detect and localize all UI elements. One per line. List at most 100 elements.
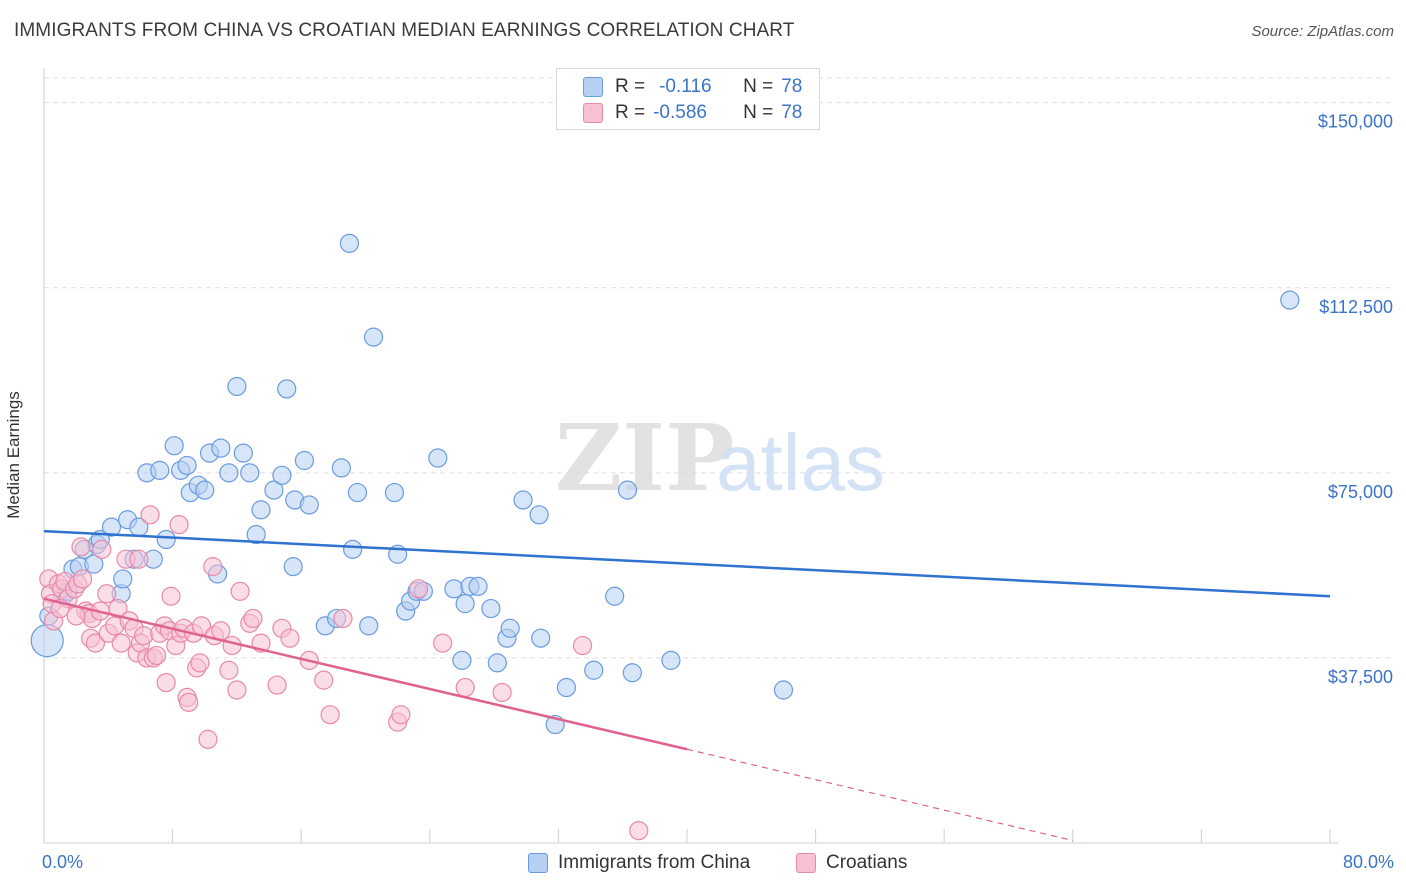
y-tick-label: $112,500 — [1319, 297, 1393, 317]
china-point — [481, 598, 501, 619]
china-point — [455, 594, 475, 614]
china-point — [156, 529, 176, 550]
r-value: -0.116 — [659, 76, 712, 97]
source-note: Source: ZipAtlas.com — [1251, 23, 1394, 40]
trend-lines — [43, 529, 1331, 842]
croatian-point — [267, 675, 287, 695]
croatian-point — [97, 584, 117, 604]
china-point — [251, 500, 271, 520]
croatian-trend-extension — [686, 748, 1073, 842]
y-tick-label: $37,500 — [1328, 667, 1393, 687]
croatian-point — [161, 586, 181, 606]
china-point — [661, 650, 681, 670]
china-point — [277, 379, 297, 399]
croatian-point — [492, 682, 512, 703]
croatian-point — [198, 729, 218, 749]
r-value: -0.586 — [653, 102, 707, 123]
croatian-point — [227, 680, 247, 700]
croatian-point — [391, 705, 411, 725]
croatian-point — [280, 628, 300, 648]
china-point — [468, 576, 488, 596]
legend-item-croatian: Croatians — [796, 852, 907, 874]
china-point — [444, 579, 464, 599]
china-swatch — [583, 77, 603, 97]
watermark-atlas: atlas — [716, 418, 885, 507]
china-point — [294, 450, 315, 471]
china-point — [211, 438, 231, 458]
china-point — [195, 480, 215, 500]
china-point — [359, 616, 379, 636]
stats-legend: R = -0.116 N = 78 R = -0.586 N = 78 — [556, 68, 820, 130]
croatian-point — [85, 633, 106, 653]
croatian-point — [92, 539, 112, 559]
china-point — [30, 624, 64, 658]
n-label: N = — [743, 102, 774, 123]
china-point — [219, 463, 239, 483]
legend-label-china: Immigrants from China — [558, 852, 751, 873]
legend-row-china: R = -0.116 N = 78 — [583, 75, 802, 99]
china-point — [487, 653, 507, 673]
croatian-point — [572, 635, 593, 656]
china-point — [347, 482, 368, 503]
croatian-point — [66, 606, 86, 626]
croatian-point — [433, 633, 453, 653]
y-tick-label: $150,000 — [1318, 112, 1393, 132]
croatian-point — [219, 660, 239, 680]
china-point — [177, 455, 197, 476]
china-point — [1280, 290, 1300, 310]
r-label: R = — [615, 76, 646, 97]
croatian-point — [179, 692, 199, 712]
croatian-point — [408, 579, 429, 599]
series-china-points — [30, 233, 1300, 735]
china-point — [339, 233, 360, 253]
china-point — [264, 480, 284, 500]
china-point — [272, 465, 292, 485]
croatian-point — [629, 821, 649, 841]
china-point — [84, 554, 104, 574]
china-point — [605, 586, 625, 606]
croatian-point — [72, 569, 93, 589]
y-tick-labels: $37,500 $75,000 $112,500 $150,000 — [1318, 112, 1393, 687]
china-point — [113, 569, 133, 589]
china-point — [283, 557, 303, 577]
legend-label-croatian: Croatians — [826, 852, 908, 873]
n-value: 78 — [781, 102, 803, 123]
croatian-point — [455, 677, 475, 698]
china-point — [500, 618, 520, 638]
croatian-point — [71, 537, 91, 557]
china-point — [384, 482, 405, 503]
china-point — [531, 628, 551, 648]
legend-item-china: Immigrants from China — [528, 852, 750, 874]
croatian-point — [190, 653, 210, 673]
croatian-swatch — [583, 103, 603, 123]
china-point — [617, 480, 638, 500]
axes — [43, 68, 1338, 844]
croatian-legend-swatch — [796, 853, 816, 873]
croatian-point — [211, 621, 231, 641]
grid-lines — [44, 77, 1394, 659]
china-point — [246, 524, 266, 545]
china-point — [584, 660, 604, 680]
x-min-label: 0.0% — [42, 852, 84, 872]
china-trend-line — [43, 529, 1331, 598]
croatian-point — [129, 549, 149, 569]
croatian-point — [203, 557, 223, 577]
legend-row-croatian: R = -0.586 N = 78 — [583, 101, 802, 125]
china-point — [622, 663, 642, 683]
r-label: R = — [615, 102, 646, 123]
croatian-point — [140, 505, 160, 525]
china-point — [101, 517, 122, 537]
watermark-zip: ZIP — [555, 404, 734, 512]
y-tick-label: $75,000 — [1328, 482, 1393, 502]
china-point — [240, 463, 260, 483]
china-point — [233, 443, 253, 463]
china-point — [343, 539, 363, 559]
china-point — [773, 680, 794, 700]
croatian-trend-line — [43, 597, 688, 751]
china-point — [227, 376, 247, 397]
china-point — [331, 458, 351, 478]
china-point — [428, 448, 448, 468]
croatian-point — [108, 598, 128, 619]
n-value: 78 — [781, 76, 803, 97]
china-point — [452, 650, 472, 670]
